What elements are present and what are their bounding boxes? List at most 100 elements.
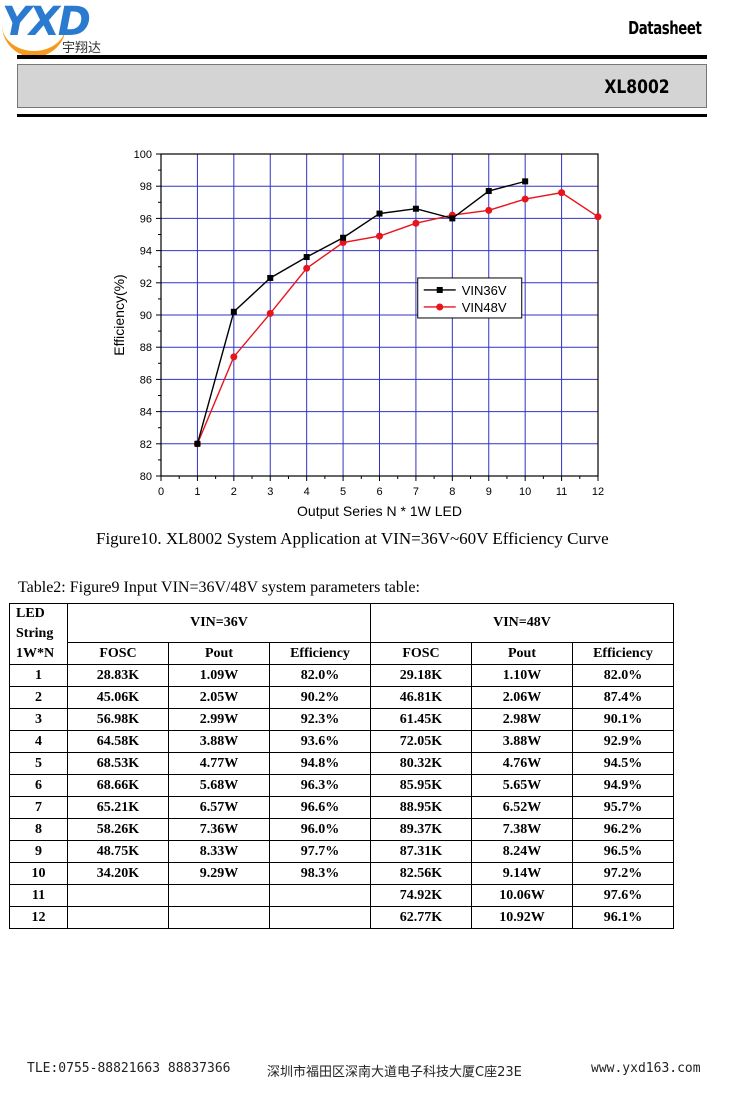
pout-header: Pout (168, 642, 270, 665)
pout-cell: 8.33W (168, 840, 270, 863)
y-tick-label: 96 (140, 213, 152, 225)
part-number: XL8002 (604, 76, 670, 98)
y-tick-label: 84 (140, 407, 152, 419)
pout-cell: 5.65W (471, 774, 573, 797)
fosc-cell: 45.06K (67, 686, 169, 709)
header-rule-bottom (17, 114, 707, 117)
data-point-vin36v (485, 188, 492, 195)
pout-cell: 8.24W (471, 840, 573, 863)
fosc-cell (67, 884, 169, 907)
efficiency-cell: 93.6% (269, 730, 371, 753)
pout-cell: 4.76W (471, 752, 573, 775)
fosc-cell: 88.95K (370, 796, 472, 819)
efficiency-cell: 96.6% (269, 796, 371, 819)
efficiency-cell: 94.5% (572, 752, 674, 775)
led-count-cell: 11 (9, 884, 68, 907)
pout-cell: 7.36W (168, 818, 270, 841)
pout-cell (168, 884, 270, 907)
fosc-cell: 62.77K (370, 906, 472, 929)
efficiency-cell: 90.1% (572, 708, 674, 731)
efficiency-chart: 0 1 2 3 4 5 6 7 8 9 10 11 1280828486889092949698100O… (111, 149, 604, 519)
data-point-vin48v (266, 309, 274, 317)
fosc-cell: 28.83K (67, 664, 169, 687)
efficiency-cell: 82.0% (572, 664, 674, 687)
data-point-vin48v (558, 189, 566, 197)
pout-cell (168, 906, 270, 929)
y-tick-label: 80 (140, 471, 152, 483)
series-line-vin48v (196, 191, 599, 445)
fosc-header: FOSC (67, 642, 169, 665)
led-header-line: LED (16, 606, 45, 621)
vin48-group-header: VIN=48V (370, 603, 674, 643)
legend-label: VIN48V (462, 300, 507, 315)
title-bar: XL8002 (17, 64, 707, 108)
efficiency-cell: 96.0% (269, 818, 371, 841)
y-tick-label: 92 (140, 278, 152, 290)
data-point-vin36v (412, 205, 419, 212)
table-row: 10 34.20K 9.29W 98.3% 82.56K 9.14W 97.2% (9, 862, 674, 885)
efficiency-cell: 97.6% (572, 884, 674, 907)
x-tick-label: 10 (519, 486, 531, 498)
efficiency-cell (269, 906, 371, 929)
data-point-vin36v (449, 215, 456, 222)
pout-cell: 1.10W (471, 664, 573, 687)
led-count-cell: 2 (9, 686, 68, 709)
pout-cell: 9.29W (168, 862, 270, 885)
pout-cell: 6.52W (471, 796, 573, 819)
table-row: 12 62.77K 10.92W 96.1% (9, 906, 674, 929)
y-tick-label: 86 (140, 374, 152, 386)
data-point-vin48v (230, 353, 238, 361)
y-tick-label: 82 (140, 439, 152, 451)
fosc-cell: 65.21K (67, 796, 169, 819)
data-point-vin36v (267, 274, 274, 281)
table-row: 4 64.58K 3.88W 93.6% 72.05K 3.88W 92.9% (9, 730, 674, 753)
table-row: 6 68.66K 5.68W 96.3% 85.95K 5.65W 94.9% (9, 774, 674, 797)
fosc-cell: 89.37K (370, 818, 472, 841)
x-tick-label: 6 (376, 486, 382, 498)
data-point-vin36v (303, 254, 310, 261)
led-count-cell: 9 (9, 840, 68, 863)
table-row: 9 48.75K 8.33W 97.7% 87.31K 8.24W 96.5% (9, 840, 674, 863)
efficiency-cell: 96.5% (572, 840, 674, 863)
series-line-vin36v (196, 180, 526, 444)
data-point-vin48v (339, 239, 347, 247)
x-tick-label: 9 (486, 486, 492, 498)
fosc-cell: 34.20K (67, 862, 169, 885)
data-point-vin48v (376, 232, 383, 240)
fosc-cell: 29.18K (370, 664, 472, 687)
led-count-cell: 10 (9, 862, 68, 885)
table-row: 2 45.06K 2.05W 90.2% 46.81K 2.06W 87.4% (9, 686, 674, 709)
x-tick-label: 2 (231, 486, 237, 498)
logo-swoosh (2, 25, 66, 57)
footer-address: 深圳市福田区深南大道电子科技大厦C座23E (267, 1065, 522, 1080)
fosc-cell (67, 906, 169, 929)
fosc-cell: 61.45K (370, 708, 472, 731)
x-axis-title: Output Series N * 1W LED (297, 503, 462, 519)
x-tick-label: 3 (267, 486, 273, 498)
pout-cell: 10.92W (471, 906, 573, 929)
efficiency-cell: 95.7% (572, 796, 674, 819)
pout-cell: 6.57W (168, 796, 270, 819)
efficiency-cell (269, 884, 371, 907)
led-count-cell: 12 (9, 906, 68, 929)
pout-cell: 7.38W (471, 818, 573, 841)
x-tick-label: 12 (592, 486, 604, 498)
led-header-line: String (16, 626, 54, 641)
table-row: 5 68.53K 4.77W 94.8% 80.32K 4.76W 94.5% (9, 752, 674, 775)
efficiency-cell: 96.1% (572, 906, 674, 929)
x-tick-label: 0 (158, 486, 164, 498)
fosc-cell: 64.58K (67, 730, 169, 753)
data-point-vin36v (522, 178, 529, 185)
x-tick-label: 11 (556, 486, 567, 498)
table-row: 1 28.83K 1.09W 82.0% 29.18K 1.10W 82.0% (9, 664, 674, 687)
data-point-vin48v (594, 213, 602, 221)
pout-cell: 5.68W (168, 774, 270, 797)
led-count-cell: 7 (9, 796, 68, 819)
table-row: 8 58.26K 7.36W 96.0% 89.37K 7.38W 96.2% (9, 818, 674, 841)
led-count-cell: 6 (9, 774, 68, 797)
fosc-cell: 80.32K (370, 752, 472, 775)
pout-cell: 2.98W (471, 708, 573, 731)
table-row: 7 65.21K 6.57W 96.6% 88.95K 6.52W 95.7% (9, 796, 674, 819)
legend-marker (436, 286, 443, 293)
fosc-cell: 82.56K (370, 862, 472, 885)
